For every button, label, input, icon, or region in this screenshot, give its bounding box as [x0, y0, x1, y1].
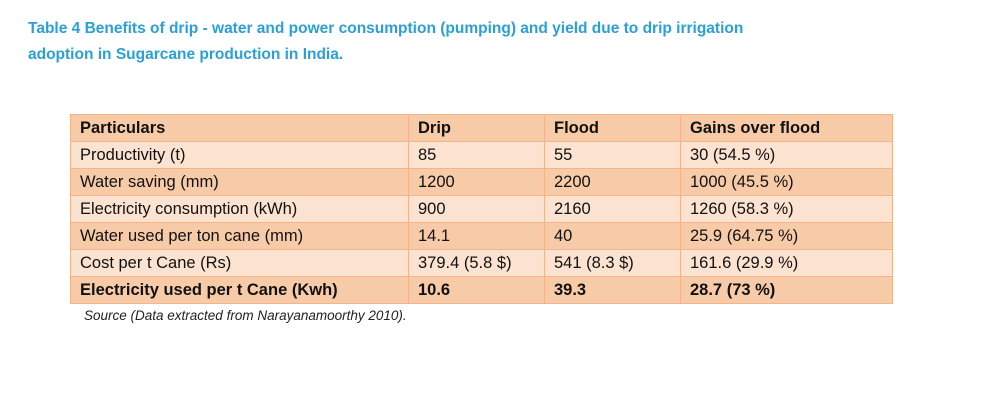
benefits-table: Particulars Drip Flood Gains over flood … [70, 114, 893, 304]
table-row: Water saving (mm) 1200 2200 1000 (45.5 %… [70, 168, 893, 196]
cell-drip: 900 [408, 195, 545, 223]
cell-flood: 2160 [544, 195, 681, 223]
table-row: Electricity used per t Cane (Kwh) 10.6 3… [70, 276, 893, 304]
cell-gains: 1260 (58.3 %) [680, 195, 893, 223]
source-note: Source (Data extracted from Narayanamoor… [84, 308, 407, 323]
table-caption: Table 4 Benefits of drip - water and pow… [28, 20, 744, 63]
table-header-row: Particulars Drip Flood Gains over flood [70, 114, 893, 142]
cell-particulars: Water used per ton cane (mm) [70, 222, 409, 250]
table-row: Water used per ton cane (mm) 14.1 40 25.… [70, 222, 893, 250]
cell-gains: 25.9 (64.75 %) [680, 222, 893, 250]
table-row: Electricity consumption (kWh) 900 2160 1… [70, 195, 893, 223]
cell-particulars: Electricity consumption (kWh) [70, 195, 409, 223]
header-gains: Gains over flood [680, 114, 893, 142]
cell-flood: 541 (8.3 $) [544, 249, 681, 277]
cell-flood: 40 [544, 222, 681, 250]
cell-flood: 2200 [544, 168, 681, 196]
cell-gains: 161.6 (29.9 %) [680, 249, 893, 277]
cell-particulars: Cost per t Cane (Rs) [70, 249, 409, 277]
header-flood: Flood [544, 114, 681, 142]
header-particulars: Particulars [70, 114, 409, 142]
cell-particulars: Electricity used per t Cane (Kwh) [70, 276, 409, 304]
cell-drip: 85 [408, 141, 545, 169]
cell-drip: 1200 [408, 168, 545, 196]
cell-particulars: Water saving (mm) [70, 168, 409, 196]
cell-drip: 379.4 (5.8 $) [408, 249, 545, 277]
cell-drip: 14.1 [408, 222, 545, 250]
table-row: Productivity (t) 85 55 30 (54.5 %) [70, 141, 893, 169]
cell-gains: 1000 (45.5 %) [680, 168, 893, 196]
cell-drip: 10.6 [408, 276, 545, 304]
cell-gains: 30 (54.5 %) [680, 141, 893, 169]
cell-flood: 39.3 [544, 276, 681, 304]
table-row: Cost per t Cane (Rs) 379.4 (5.8 $) 541 (… [70, 249, 893, 277]
cell-flood: 55 [544, 141, 681, 169]
cell-gains: 28.7 (73 %) [680, 276, 893, 304]
header-drip: Drip [408, 114, 545, 142]
cell-particulars: Productivity (t) [70, 141, 409, 169]
